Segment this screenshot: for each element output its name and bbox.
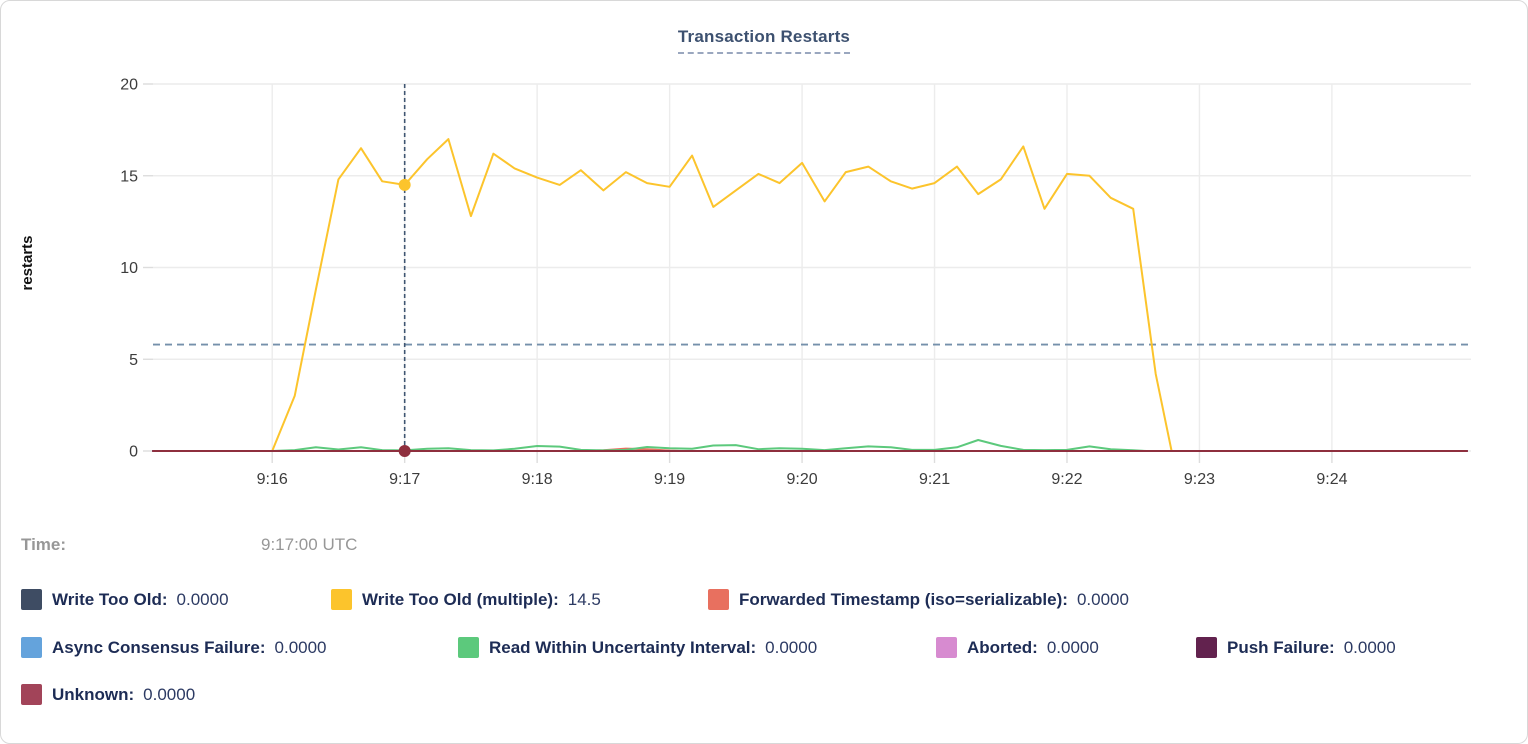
legend-label: Read Within Uncertainty Interval: [489,637,757,657]
push-failure-swatch-icon [1196,637,1217,658]
aborted-swatch-icon [936,637,957,658]
legend-item-push-failure: Push Failure: 0.0000 [1196,637,1396,658]
legend-value: 0.0000 [1343,637,1396,657]
legend-item-forwarded-timestamp: Forwarded Timestamp (iso=serializable): … [708,589,1129,610]
legend-value: 0.0000 [1046,637,1099,657]
svg-text:20: 20 [120,77,138,94]
legend-row-1: Write Too Old: 0.0000 Write Too Old (mul… [1,589,1527,615]
time-value: 9:17:00 UTC [261,535,358,554]
svg-text:9:18: 9:18 [522,471,553,488]
legend-value: 0.0000 [176,589,229,609]
read-within-uncertainty-swatch-icon [458,637,479,658]
svg-text:9:22: 9:22 [1051,471,1082,488]
svg-text:0: 0 [129,444,138,461]
chart-title[interactable]: Transaction Restarts [677,27,851,54]
legend-label: Unknown: [52,684,135,704]
unknown-swatch-icon [21,684,42,705]
legend-item-async-consensus-failure: Async Consensus Failure: 0.0000 [21,637,327,658]
legend-value: 0.0000 [1076,589,1129,609]
legend-value: 0.0000 [765,637,818,657]
svg-text:9:21: 9:21 [919,471,950,488]
time-label: Time: [21,535,67,554]
svg-text:9:17: 9:17 [389,471,420,488]
legend-row-3: Unknown: 0.0000 [1,684,1527,710]
y-axis-label: restarts [19,235,36,291]
async-consensus-failure-swatch-icon [21,637,42,658]
write-too-old-multiple-swatch-icon [331,589,352,610]
legend-item-write-too-old: Write Too Old: 0.0000 [21,589,229,610]
legend-label: Write Too Old (multiple): [362,589,559,609]
legend-label: Aborted: [967,637,1038,657]
legend-value: 0.0000 [274,637,327,657]
svg-text:9:24: 9:24 [1316,471,1347,488]
svg-text:9:20: 9:20 [786,471,817,488]
svg-text:9:19: 9:19 [654,471,685,488]
legend-label: Write Too Old: [52,589,168,609]
legend-item-unknown: Unknown: 0.0000 [21,684,195,705]
svg-text:9:23: 9:23 [1184,471,1215,488]
legend-label: Async Consensus Failure: [52,637,266,657]
legend-value: 14.5 [567,589,601,609]
write-too-old-swatch-icon [21,589,42,610]
svg-text:10: 10 [120,260,138,277]
svg-text:15: 15 [120,168,138,185]
svg-text:5: 5 [129,352,138,369]
legend-value: 0.0000 [143,684,196,704]
legend-item-read-within-uncertainty-interval: Read Within Uncertainty Interval: 0.0000 [458,637,817,658]
legend-item-aborted: Aborted: 0.0000 [936,637,1099,658]
legend-label: Forwarded Timestamp (iso=serializable): [739,589,1068,609]
restarts-line-chart[interactable]: 0 5 10 15 20 9:16 9:17 9:18 9:19 9:20 9:21 9:22 9:23… [101,71,1491,501]
legend-row-2: Async Consensus Failure: 0.0000 Read Wit… [1,637,1527,663]
chart-title-wrap: Transaction Restarts [1,27,1527,54]
svg-text:9:16: 9:16 [257,471,288,488]
forwarded-timestamp-swatch-icon [708,589,729,610]
legend-item-write-too-old-multiple: Write Too Old (multiple): 14.5 [331,589,601,610]
hover-time-row: Time: 9:17:00 UTC [1,535,1527,559]
legend-label: Push Failure: [1227,637,1335,657]
